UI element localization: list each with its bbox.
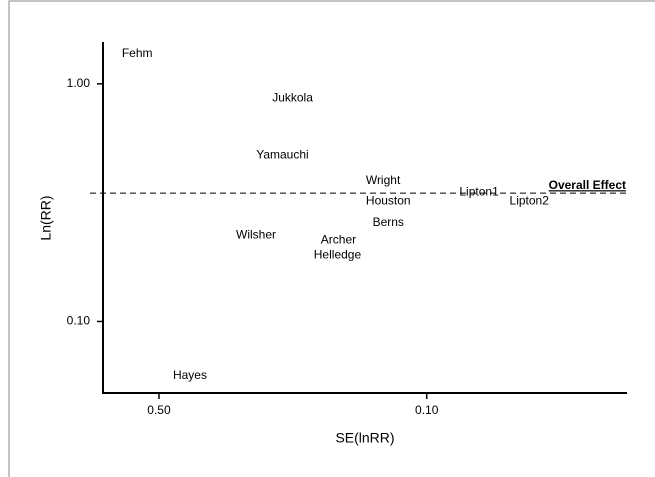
point-label: Wilsher (236, 228, 276, 242)
point-label: Fehm (122, 46, 153, 60)
point-label: Lipton2 (510, 194, 550, 208)
x-tick-label: 0.10 (415, 403, 439, 417)
x-tick-label: 0.50 (147, 403, 171, 417)
point-label: Archer (321, 232, 356, 246)
point-label: Berns (373, 215, 404, 229)
y-tick-label: 1.00 (67, 76, 91, 90)
y-tick-label: 0.10 (67, 314, 91, 328)
point-label: Helledge (314, 247, 362, 261)
point-label: Jukkola (272, 90, 313, 104)
reference-line-label: Overall Effect (549, 178, 626, 192)
point-label: Wright (366, 173, 401, 187)
point-label: Houston (366, 194, 411, 208)
frame (8, 0, 655, 477)
point-label: Hayes (173, 368, 207, 382)
y-axis-label: Ln(RR) (38, 195, 54, 240)
point-label: Lipton1 (459, 184, 499, 198)
x-axis-label: SE(lnRR) (335, 430, 394, 446)
point-label: Yamauchi (256, 148, 308, 162)
